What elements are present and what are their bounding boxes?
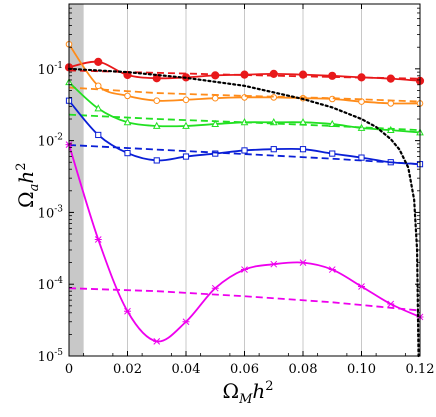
series-8-point-8 [299, 259, 307, 266]
series-4-point-4 [182, 121, 190, 129]
series-0-point-1 [94, 57, 103, 66]
x-tick-label-4: 0.08 [289, 362, 318, 377]
y-tick-exponent: -4 [54, 276, 63, 286]
y-tick-exponent: -3 [54, 204, 63, 214]
x-axis-title-sup: 2 [265, 379, 273, 394]
series-4-point-11 [386, 125, 395, 134]
y-tick-label-0: 10-5 [38, 348, 64, 365]
x-axis-title-rest: h [252, 379, 265, 403]
y-tick-base: 10 [38, 350, 55, 365]
series-2-point-5 [211, 94, 219, 102]
series-2-point-11 [387, 100, 395, 107]
x-axis-title-base: Ω [223, 379, 240, 403]
series-6-point-3 [153, 157, 160, 164]
series-8-point-1 [94, 236, 102, 243]
series-2-point-2 [124, 92, 131, 100]
series-6-point-4 [182, 153, 190, 160]
series-line-3 [68, 86, 421, 103]
series-8-point-5 [211, 284, 219, 292]
y-tick-base: 10 [38, 63, 55, 78]
series-4-point-1 [94, 104, 103, 112]
series-8-point-4 [182, 318, 190, 326]
y-tick-base: 10 [38, 278, 55, 293]
series-8-point-9 [328, 266, 336, 273]
series-0-point-5 [211, 71, 220, 80]
y-tick-base: 10 [38, 135, 55, 150]
series-4-point-2 [123, 118, 132, 126]
y-tick-exponent: -5 [54, 348, 63, 358]
series-4-point-9 [328, 119, 337, 127]
series-2-point-1 [94, 82, 102, 90]
series-6-point-6 [241, 147, 248, 154]
series-6-point-8 [299, 146, 307, 153]
y-tick-label-2: 10-3 [38, 204, 64, 221]
series-0-point-9 [328, 71, 337, 80]
series-8-point-6 [241, 266, 248, 273]
series-6-point-2 [124, 150, 131, 157]
y-tick-label-4: 10-1 [38, 61, 63, 78]
series-line-1 [68, 69, 421, 80]
x-tick-label-1: 0.02 [113, 362, 142, 377]
x-tick-label-5: 0.10 [347, 362, 376, 377]
series-2-point-3 [153, 97, 161, 104]
series-6-point-10 [358, 154, 365, 161]
x-tick-label-2: 0.04 [172, 362, 201, 377]
series-8-point-3 [153, 337, 161, 345]
series-8-point-11 [387, 300, 395, 308]
y-tick-exponent: -2 [54, 133, 63, 143]
y-tick-label-1: 10-4 [38, 276, 64, 293]
y-axis-title-rest: h [14, 171, 38, 184]
y-tick-exponent: -1 [54, 61, 63, 71]
x-tick-label-0: 0 [65, 362, 73, 377]
y-tick-label-3: 10-2 [38, 133, 63, 150]
series-line-9 [68, 287, 421, 312]
y-axis-title-sub: a [27, 184, 42, 192]
series-6-point-9 [329, 150, 336, 157]
x-tick-label-3: 0.06 [230, 362, 259, 377]
series-line-5 [68, 113, 421, 132]
series-8-point-10 [358, 283, 365, 290]
x-axis-title-sub: M [238, 392, 253, 407]
series-6-point-1 [95, 131, 102, 139]
y-tick-base: 10 [38, 206, 55, 221]
series-2-point-4 [182, 96, 190, 104]
x-axis-title: ΩMh2 [223, 379, 274, 407]
series-6-point-7 [270, 146, 277, 153]
y-axis-title: Ωah2 [14, 162, 42, 208]
x-tick-label-6: 0.12 [406, 362, 435, 377]
series-8-point-2 [124, 307, 131, 315]
series-line-10 [67, 67, 420, 358]
y-axis-title-base: Ω [14, 191, 38, 208]
series-8-point-7 [270, 260, 278, 268]
series-4-point-3 [152, 121, 161, 129]
series-4-point-5 [211, 119, 220, 127]
y-axis-title-sup: 2 [14, 162, 29, 170]
series-line-7 [68, 144, 421, 166]
